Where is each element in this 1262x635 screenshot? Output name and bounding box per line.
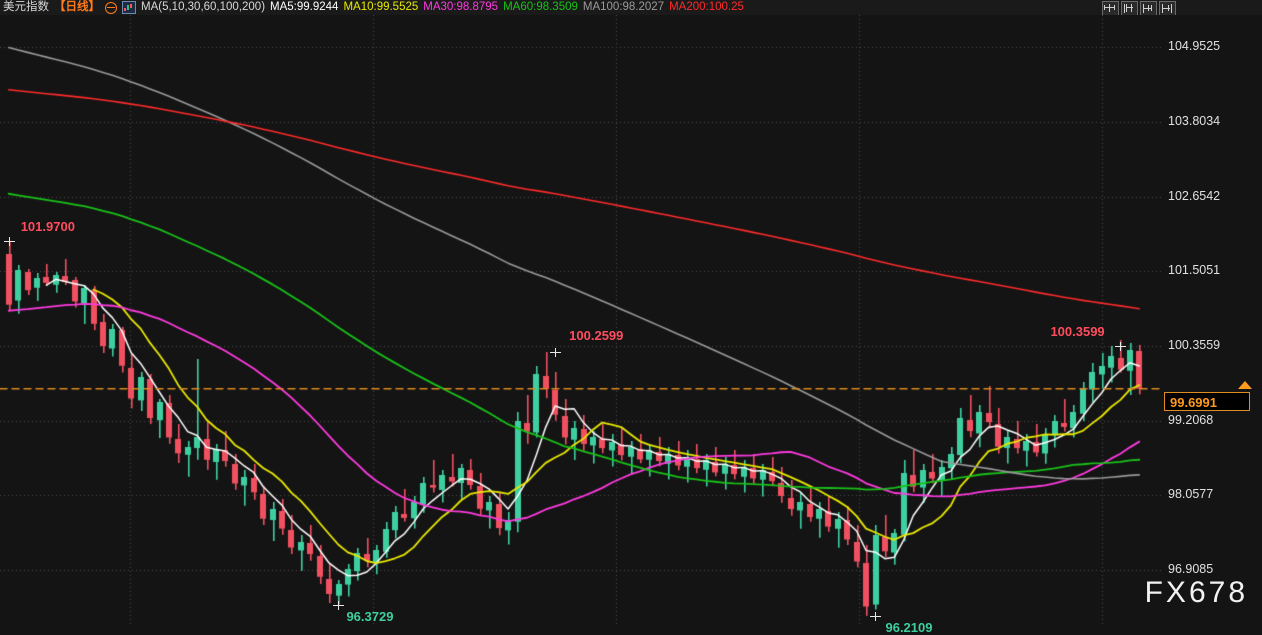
price-axis[interactable]: 104.9525 103.8034 102.6542 101.5051 100.… — [1162, 15, 1262, 626]
price-tick: 96.9085 — [1168, 562, 1214, 577]
swing-high-right-marker — [1115, 341, 1127, 351]
price-chart-plot[interactable]: 101.9700 100.2599 100.3599 96.3729 96.21… — [0, 15, 1162, 635]
price-tick: 99.2068 — [1168, 412, 1214, 427]
swing-high-left-label: 101.9700 — [20, 219, 75, 235]
last-price-badge[interactable]: 99.6991 — [1164, 391, 1250, 411]
ma200-legend[interactable]: MA200:100.25 — [669, 1, 744, 13]
swing-high-left-marker — [3, 237, 15, 247]
last-price-arrow-icon — [1238, 380, 1252, 389]
indicator-chart-icon[interactable] — [122, 1, 136, 14]
price-tick: 103.8034 — [1168, 114, 1221, 129]
swing-low-right-marker — [870, 611, 882, 621]
chart-header: 美元指数 【日线】 MA(5,10,30,60,100,200) MA5:99.… — [0, 0, 1262, 15]
price-tick: 102.6542 — [1168, 188, 1221, 203]
ma30-legend[interactable]: MA30:98.8795 — [423, 1, 499, 13]
ma10-legend[interactable]: MA10:99.5525 — [343, 1, 419, 13]
play-right-icon[interactable] — [1140, 1, 1157, 16]
indicator-label[interactable]: MA(5,10,30,60,100,200) — [141, 1, 266, 13]
price-tick: 98.0577 — [1168, 487, 1214, 502]
ma60-legend[interactable]: MA60:98.3509 — [503, 1, 578, 13]
swing-high-mid-marker — [550, 348, 562, 358]
jump-right-icon[interactable] — [1159, 1, 1176, 16]
crosshair-icon[interactable] — [1102, 1, 1119, 16]
ma100-legend[interactable]: MA100:98.2027 — [582, 1, 665, 13]
price-tick: 101.5051 — [1168, 263, 1221, 278]
swing-low-left-label: 96.3729 — [346, 609, 394, 625]
instrument-name[interactable]: 美元指数 — [3, 1, 49, 13]
price-tick: 100.3559 — [1168, 338, 1221, 353]
swing-low-right-label: 96.2109 — [885, 619, 933, 635]
ma5-legend[interactable]: MA5:99.9244 — [270, 1, 339, 13]
timeframe-label[interactable]: 【日线】 — [54, 1, 100, 13]
watermark: FX678 — [1144, 576, 1248, 609]
swing-high-mid-label: 100.2599 — [569, 328, 624, 344]
swing-high-right-label: 100.3599 — [1050, 323, 1105, 339]
price-tick: 104.9525 — [1168, 39, 1221, 54]
chart-toolbar[interactable] — [1102, 1, 1176, 16]
jump-left-icon[interactable] — [1121, 1, 1138, 16]
swing-low-left-marker — [333, 601, 345, 611]
candlestick-canvas[interactable] — [0, 15, 1162, 626]
minus-circle-icon[interactable] — [105, 1, 117, 14]
